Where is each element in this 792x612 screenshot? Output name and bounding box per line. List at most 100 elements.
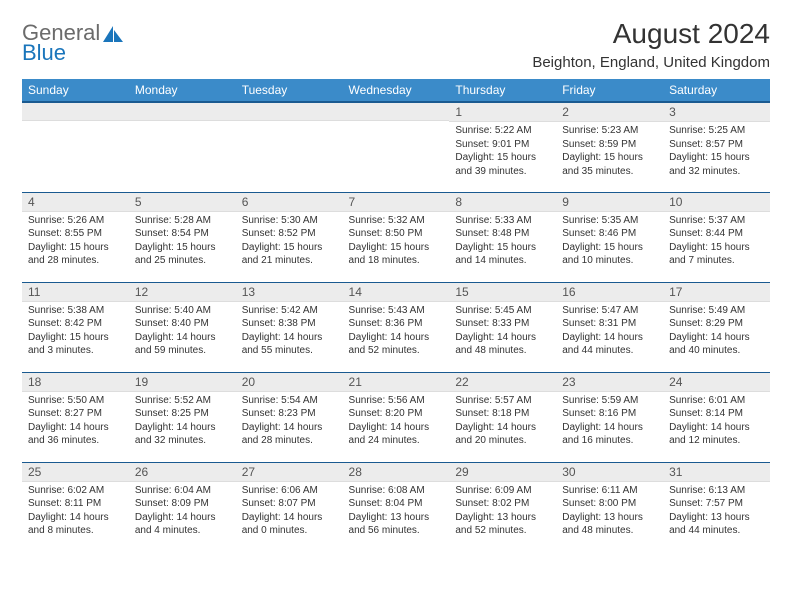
day-line: Daylight: 15 hours — [455, 151, 550, 165]
weekday-header: Thursday — [449, 79, 556, 102]
day-line: Sunrise: 5:28 AM — [135, 214, 230, 228]
day-line: Daylight: 13 hours — [349, 511, 444, 525]
day-line: Daylight: 14 hours — [242, 511, 337, 525]
day-content: Sunrise: 5:57 AMSunset: 8:18 PMDaylight:… — [449, 392, 556, 452]
day-number: 3 — [663, 103, 770, 122]
day-line: Sunrise: 5:40 AM — [135, 304, 230, 318]
calendar-day-cell: 16Sunrise: 5:47 AMSunset: 8:31 PMDayligh… — [556, 282, 663, 372]
day-line: and 25 minutes. — [135, 254, 230, 268]
day-content: Sunrise: 5:26 AMSunset: 8:55 PMDaylight:… — [22, 212, 129, 272]
day-line: Sunrise: 5:35 AM — [562, 214, 657, 228]
day-line: and 14 minutes. — [455, 254, 550, 268]
day-line: Daylight: 13 hours — [669, 511, 764, 525]
day-number: 26 — [129, 463, 236, 482]
day-number: 7 — [343, 193, 450, 212]
day-content: Sunrise: 5:33 AMSunset: 8:48 PMDaylight:… — [449, 212, 556, 272]
day-line: Sunrise: 5:32 AM — [349, 214, 444, 228]
calendar-day-cell: 28Sunrise: 6:08 AMSunset: 8:04 PMDayligh… — [343, 462, 450, 552]
day-content: Sunrise: 5:32 AMSunset: 8:50 PMDaylight:… — [343, 212, 450, 272]
header: General Blue August 2024 Beighton, Engla… — [22, 18, 770, 71]
day-content: Sunrise: 5:28 AMSunset: 8:54 PMDaylight:… — [129, 212, 236, 272]
day-line: and 55 minutes. — [242, 344, 337, 358]
day-line: Daylight: 14 hours — [562, 421, 657, 435]
day-line: Sunrise: 6:06 AM — [242, 484, 337, 498]
day-line: Sunset: 8:52 PM — [242, 227, 337, 241]
day-line: and 3 minutes. — [28, 344, 123, 358]
day-line: Sunrise: 5:47 AM — [562, 304, 657, 318]
day-line: Sunset: 8:54 PM — [135, 227, 230, 241]
logo-text: General Blue — [22, 22, 100, 64]
day-line: Daylight: 14 hours — [349, 421, 444, 435]
day-content: Sunrise: 5:56 AMSunset: 8:20 PMDaylight:… — [343, 392, 450, 452]
day-number: 27 — [236, 463, 343, 482]
day-line: Sunset: 8:59 PM — [562, 138, 657, 152]
day-number: 17 — [663, 283, 770, 302]
day-number: 4 — [22, 193, 129, 212]
day-content: Sunrise: 6:11 AMSunset: 8:00 PMDaylight:… — [556, 482, 663, 542]
day-content: Sunrise: 5:23 AMSunset: 8:59 PMDaylight:… — [556, 122, 663, 182]
day-line: Sunrise: 6:01 AM — [669, 394, 764, 408]
day-line: Daylight: 15 hours — [669, 241, 764, 255]
calendar-day-cell: 9Sunrise: 5:35 AMSunset: 8:46 PMDaylight… — [556, 192, 663, 282]
day-line: Daylight: 14 hours — [135, 331, 230, 345]
calendar-day-cell: 5Sunrise: 5:28 AMSunset: 8:54 PMDaylight… — [129, 192, 236, 282]
calendar-day-cell: 19Sunrise: 5:52 AMSunset: 8:25 PMDayligh… — [129, 372, 236, 462]
day-line: Sunset: 8:07 PM — [242, 497, 337, 511]
day-line: Daylight: 15 hours — [242, 241, 337, 255]
day-content — [129, 121, 236, 127]
day-line: and 35 minutes. — [562, 165, 657, 179]
day-content — [22, 121, 129, 127]
day-line: Sunset: 8:27 PM — [28, 407, 123, 421]
day-number: 10 — [663, 193, 770, 212]
day-number: 13 — [236, 283, 343, 302]
day-number: 5 — [129, 193, 236, 212]
day-line: Sunset: 8:04 PM — [349, 497, 444, 511]
day-content: Sunrise: 5:35 AMSunset: 8:46 PMDaylight:… — [556, 212, 663, 272]
day-line: Daylight: 14 hours — [349, 331, 444, 345]
day-line: Sunset: 9:01 PM — [455, 138, 550, 152]
day-number — [343, 103, 450, 121]
day-line: and 59 minutes. — [135, 344, 230, 358]
day-content — [343, 121, 450, 127]
day-number — [236, 103, 343, 121]
day-line: Sunset: 8:50 PM — [349, 227, 444, 241]
day-line: Daylight: 14 hours — [28, 421, 123, 435]
day-line: and 28 minutes. — [242, 434, 337, 448]
day-line: Sunrise: 5:42 AM — [242, 304, 337, 318]
day-line: Daylight: 14 hours — [135, 511, 230, 525]
calendar-day-cell: 18Sunrise: 5:50 AMSunset: 8:27 PMDayligh… — [22, 372, 129, 462]
day-line: and 24 minutes. — [349, 434, 444, 448]
day-number: 2 — [556, 103, 663, 122]
title-block: August 2024 Beighton, England, United Ki… — [532, 18, 770, 71]
day-line: Daylight: 14 hours — [455, 421, 550, 435]
day-line: Sunrise: 5:52 AM — [135, 394, 230, 408]
day-number: 31 — [663, 463, 770, 482]
day-number: 19 — [129, 373, 236, 392]
day-number: 12 — [129, 283, 236, 302]
day-number: 9 — [556, 193, 663, 212]
day-line: and 0 minutes. — [242, 524, 337, 538]
day-line: Daylight: 13 hours — [455, 511, 550, 525]
calendar-week-row: 11Sunrise: 5:38 AMSunset: 8:42 PMDayligh… — [22, 282, 770, 372]
day-line: Sunset: 8:16 PM — [562, 407, 657, 421]
day-line: Sunset: 8:42 PM — [28, 317, 123, 331]
day-number — [22, 103, 129, 121]
day-line: Daylight: 15 hours — [28, 331, 123, 345]
day-content: Sunrise: 5:54 AMSunset: 8:23 PMDaylight:… — [236, 392, 343, 452]
calendar-day-cell: 8Sunrise: 5:33 AMSunset: 8:48 PMDaylight… — [449, 192, 556, 282]
day-line: Daylight: 13 hours — [562, 511, 657, 525]
calendar-day-cell — [236, 102, 343, 192]
day-line: and 48 minutes. — [562, 524, 657, 538]
day-line: and 48 minutes. — [455, 344, 550, 358]
calendar-week-row: 4Sunrise: 5:26 AMSunset: 8:55 PMDaylight… — [22, 192, 770, 282]
day-line: Sunrise: 5:56 AM — [349, 394, 444, 408]
day-line: Sunset: 8:31 PM — [562, 317, 657, 331]
day-line: Sunset: 8:44 PM — [669, 227, 764, 241]
day-line: and 10 minutes. — [562, 254, 657, 268]
calendar-day-cell — [129, 102, 236, 192]
day-line: Sunrise: 6:02 AM — [28, 484, 123, 498]
calendar-day-cell: 3Sunrise: 5:25 AMSunset: 8:57 PMDaylight… — [663, 102, 770, 192]
day-line: Sunset: 8:00 PM — [562, 497, 657, 511]
day-line: Daylight: 14 hours — [562, 331, 657, 345]
day-number: 24 — [663, 373, 770, 392]
